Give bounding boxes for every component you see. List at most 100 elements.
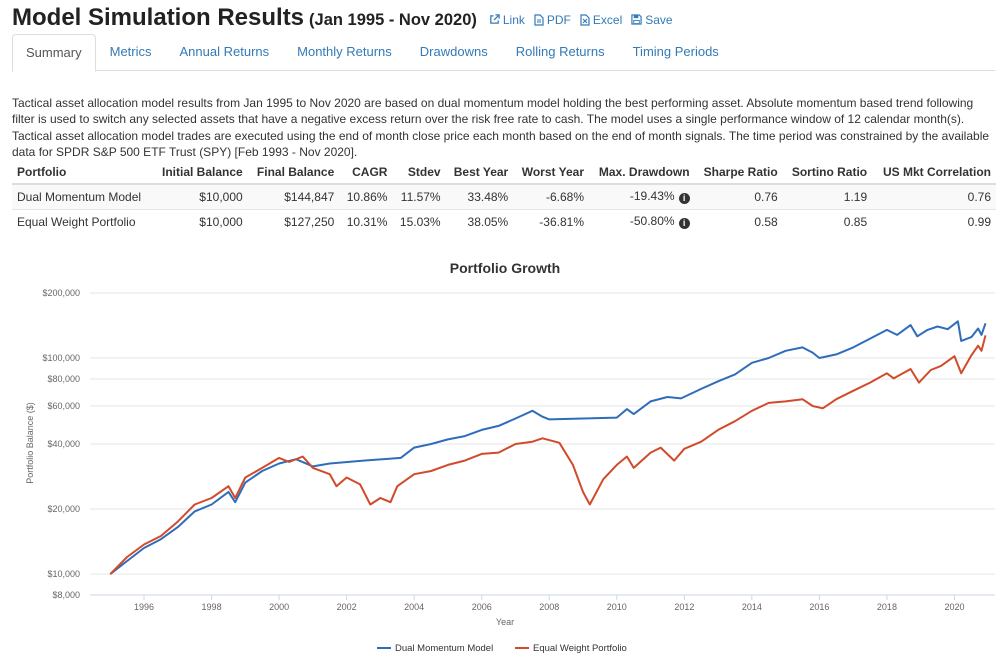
cell-us-mkt-correlation: 0.99	[872, 208, 996, 234]
model-description: Tactical asset allocation model results …	[12, 96, 990, 159]
cell-sharpe-ratio: 0.76	[694, 183, 783, 209]
tab-rolling-returns[interactable]: Rolling Returns	[515, 44, 605, 59]
cell-max-drawdown: -50.80% i	[589, 208, 695, 234]
col-stdev: Stdev	[392, 160, 446, 185]
cell-initial-balance: $10,000	[152, 183, 248, 209]
cell-final-balance: $127,250	[247, 208, 340, 234]
cell-us-mkt-correlation: 0.76	[872, 183, 996, 209]
x-tick-label: 2012	[674, 602, 694, 612]
equal-weight-series-line	[109, 335, 987, 575]
col-us-mkt-correlation: US Mkt Correlation	[872, 160, 996, 185]
tab-annual-returns[interactable]: Annual Returns	[179, 44, 270, 59]
cell-cagr: 10.86%	[339, 183, 393, 209]
x-tick-label: 2010	[607, 602, 627, 612]
col-sortino-ratio: Sortino Ratio	[782, 160, 873, 185]
cell-stdev: 11.57%	[392, 183, 446, 209]
tab-monthly-returns[interactable]: Monthly Returns	[297, 44, 392, 59]
max-drawdown-value: -50.80%	[629, 214, 675, 229]
x-tick-label: 1996	[134, 602, 154, 612]
tab-metrics[interactable]: Metrics	[109, 44, 152, 59]
y-tick-label: $60,000	[47, 401, 80, 411]
cell-sortino-ratio: 1.19	[782, 183, 873, 209]
save-label: Save	[645, 12, 673, 27]
external-link-icon	[490, 14, 500, 24]
cell-worst-year: -6.68%	[513, 183, 589, 209]
col-final-balance: Final Balance	[247, 160, 340, 185]
y-axis: $200,000 $100,000 $80,000 $60,000 $40,000 $20…	[42, 288, 80, 600]
x-tick-label: 2018	[877, 602, 897, 612]
chart-legend: Dual Momentum Model Equal Weight Portfoli…	[377, 643, 627, 654]
x-axis: 1996 1998 2000 2002 2004 2006 2008 2010 2012 2014…	[90, 594, 995, 612]
excel-icon	[580, 13, 590, 26]
col-max-drawdown: Max. Drawdown	[589, 160, 695, 185]
col-best-year: Best Year	[445, 160, 514, 185]
dual-momentum-series-line	[109, 320, 987, 575]
x-tick-label: 2008	[539, 602, 559, 612]
cell-portfolio: Dual Momentum Model	[12, 183, 153, 209]
y-axis-label: Portfolio Balance ($)	[25, 402, 35, 484]
cell-worst-year: -36.81%	[513, 208, 589, 234]
page-header: Model Simulation Results (Jan 1995 - Nov…	[12, 4, 682, 32]
cell-cagr: 10.31%	[339, 208, 393, 234]
page-title: Model Simulation Results	[12, 4, 305, 31]
col-initial-balance: Initial Balance	[152, 160, 248, 185]
max-drawdown-value: -19.43%	[629, 189, 675, 204]
tab-summary[interactable]: Summary	[12, 34, 96, 72]
excel-label: Excel	[592, 12, 623, 27]
portfolio-growth-chart: Portfolio Growth $200,000 $100,000 $80,000…	[25, 260, 995, 654]
chart-series	[109, 320, 987, 575]
cell-stdev: 15.03%	[392, 208, 446, 234]
link-button[interactable]: Link	[489, 13, 525, 27]
legend-item: Dual Momentum Model	[395, 643, 493, 654]
table-header-row: Portfolio Initial Balance Final Balance …	[12, 160, 996, 185]
x-tick-label: 2016	[809, 602, 829, 612]
x-tick-label: 2002	[337, 602, 357, 612]
cell-initial-balance: $10,000	[152, 208, 248, 234]
col-portfolio: Portfolio	[12, 160, 153, 185]
col-sharpe-ratio: Sharpe Ratio	[694, 160, 783, 185]
col-worst-year: Worst Year	[513, 160, 589, 185]
cell-best-year: 33.48%	[445, 183, 514, 209]
y-tick-label: $40,000	[47, 439, 80, 449]
y-tick-label: $10,000	[47, 569, 80, 579]
save-button[interactable]: Save	[631, 12, 673, 27]
cell-sortino-ratio: 0.85	[782, 208, 873, 234]
x-tick-label: 2014	[742, 602, 762, 612]
save-icon	[631, 14, 642, 25]
pdf-icon	[534, 13, 544, 26]
x-tick-label: 2020	[944, 602, 964, 612]
page-date-range: (Jan 1995 - Nov 2020)	[309, 11, 477, 29]
x-tick-label: 2006	[472, 602, 492, 612]
header-actions: Link PDF Excel Save	[489, 13, 682, 27]
cell-max-drawdown: -19.43% i	[589, 183, 695, 209]
y-tick-label: $20,000	[47, 504, 80, 514]
y-tick-label: $8,000	[52, 590, 80, 600]
info-icon[interactable]: i	[678, 193, 690, 205]
info-icon[interactable]: i	[678, 218, 690, 230]
y-tick-label: $80,000	[47, 374, 80, 384]
table-row: Equal Weight Portfolio $10,000 $127,250 …	[12, 208, 996, 234]
pdf-button[interactable]: PDF	[534, 13, 571, 27]
x-tick-label: 2004	[404, 602, 424, 612]
results-tabs: Summary Metrics Annual Returns Monthly R…	[12, 34, 995, 72]
cell-best-year: 38.05%	[445, 208, 514, 234]
link-label: Link	[502, 12, 525, 27]
summary-table: Portfolio Initial Balance Final Balance …	[12, 160, 996, 234]
y-tick-label: $100,000	[42, 353, 80, 363]
pdf-label: PDF	[546, 12, 571, 27]
x-tick-label: 1998	[202, 602, 222, 612]
chart-title: Portfolio Growth	[450, 260, 560, 276]
x-axis-label: Year	[496, 617, 514, 627]
col-cagr: CAGR	[339, 160, 393, 185]
legend-item: Equal Weight Portfolio	[533, 643, 627, 654]
table-row: Dual Momentum Model $10,000 $144,847 10.…	[12, 183, 996, 209]
cell-sharpe-ratio: 0.58	[694, 208, 783, 234]
tab-timing-periods[interactable]: Timing Periods	[632, 44, 719, 59]
tab-drawdowns[interactable]: Drawdowns	[419, 44, 488, 59]
cell-final-balance: $144,847	[247, 183, 340, 209]
x-tick-label: 2000	[269, 602, 289, 612]
excel-button[interactable]: Excel	[580, 13, 622, 27]
chart-gridlines	[90, 292, 995, 596]
y-tick-label: $200,000	[42, 288, 80, 298]
cell-portfolio: Equal Weight Portfolio	[12, 208, 153, 234]
